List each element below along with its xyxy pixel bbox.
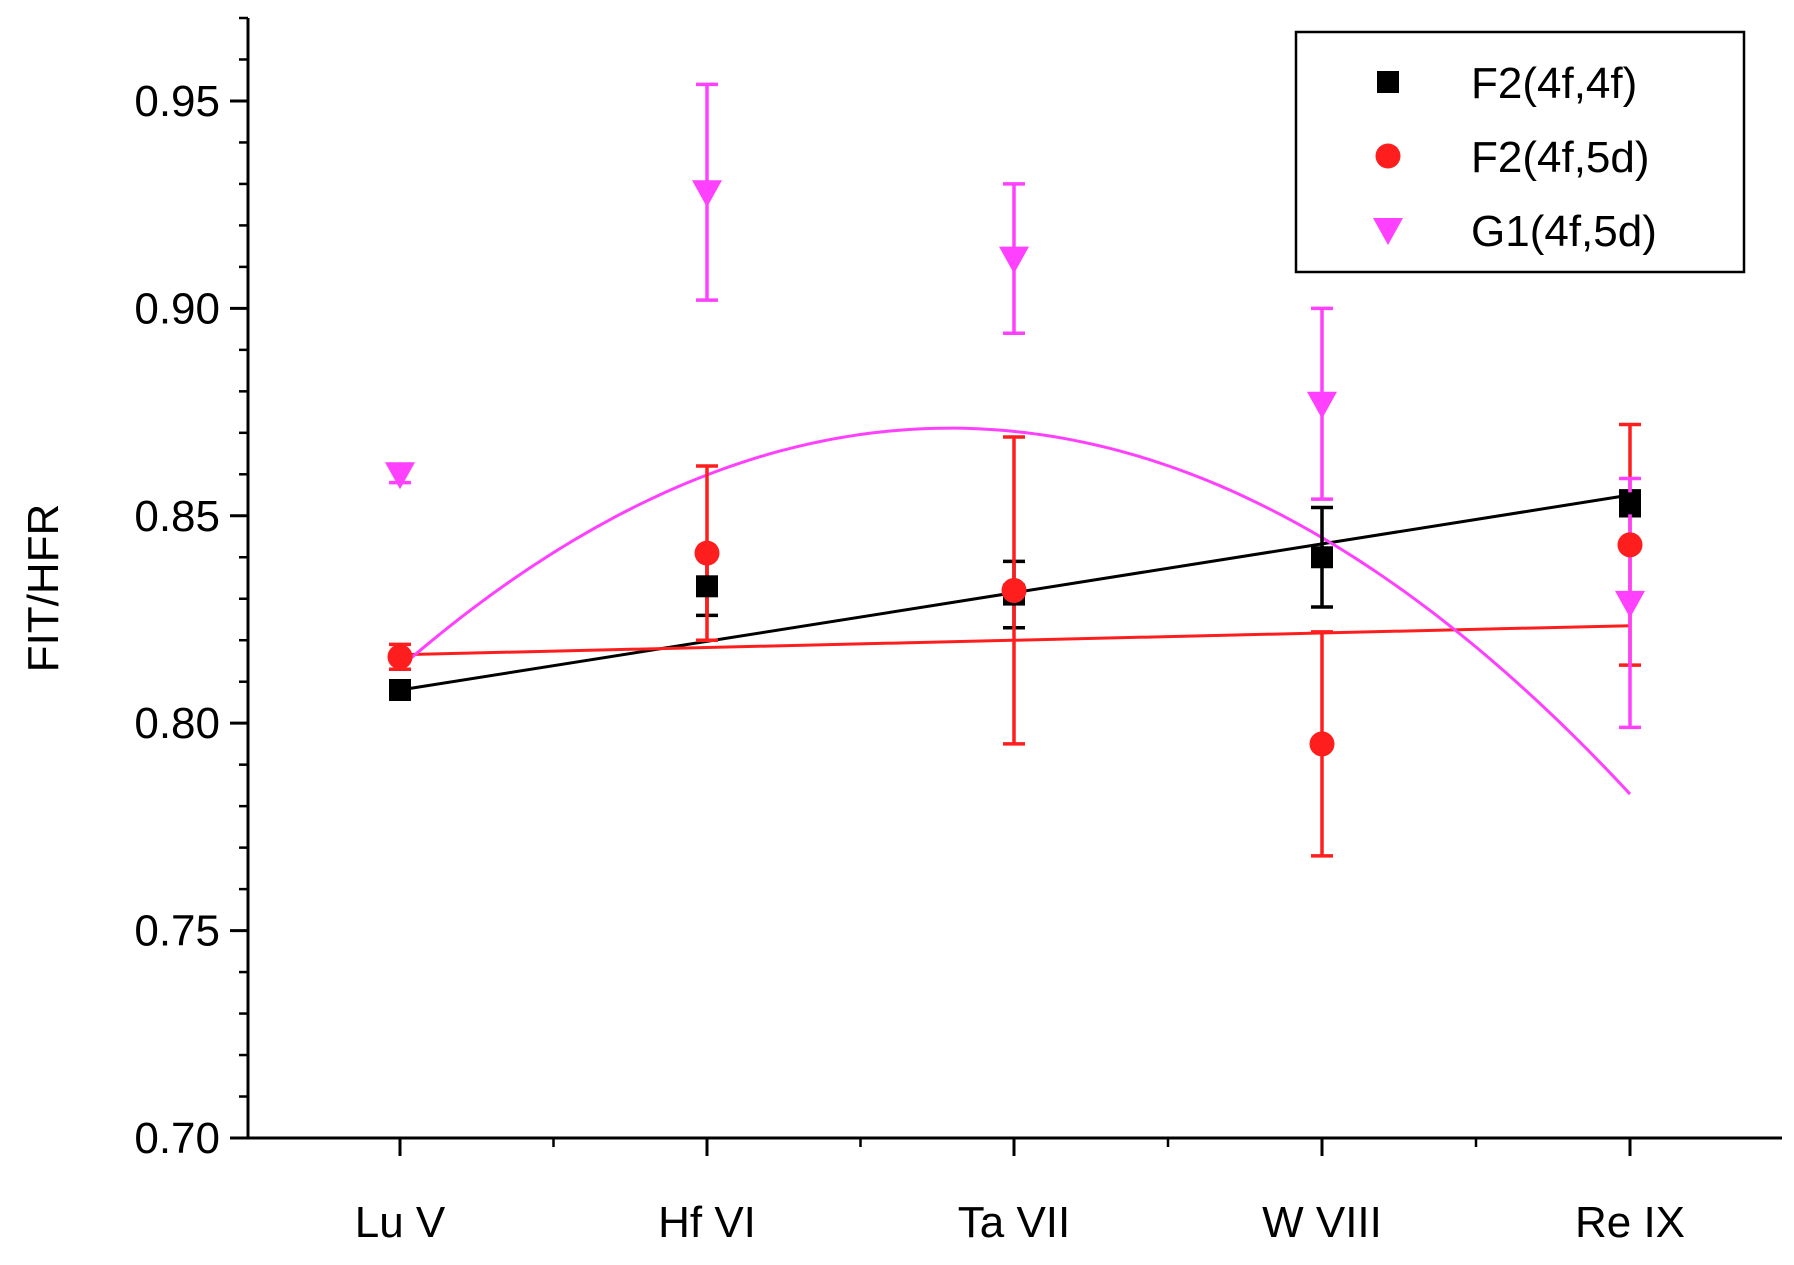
data-point-triangle-down <box>999 246 1029 274</box>
data-point-triangle-down <box>1307 391 1337 419</box>
legend-marker-square <box>1377 71 1399 93</box>
y-tick-label: 0.70 <box>134 1114 220 1163</box>
legend-label: F2(4f,4f) <box>1471 59 1637 108</box>
fit-curve-2 <box>399 426 1632 796</box>
data-point-triangle-down <box>385 462 415 490</box>
y-tick-label: 0.90 <box>134 284 220 333</box>
data-point-triangle-down <box>1615 590 1645 618</box>
data-point-square <box>1311 546 1333 569</box>
y-axis-label: FIT/HFR <box>19 504 68 673</box>
y-tick-label: 0.80 <box>134 699 220 748</box>
legend-box <box>1294 30 1746 274</box>
x-tick-label: Lu V <box>355 1198 446 1247</box>
legend-marker-circle <box>1375 143 1401 169</box>
y-tick-label: 0.85 <box>134 492 220 541</box>
legend-marker-triangle-down <box>1373 218 1403 245</box>
y-tick-label: 0.95 <box>134 77 220 126</box>
data-point-circle <box>1309 731 1335 757</box>
x-tick-label: Ta VII <box>958 1198 1071 1247</box>
y-tick-label: 0.75 <box>134 907 220 956</box>
legend-label: F2(4f,5d) <box>1471 133 1650 182</box>
data-point-circle <box>694 540 720 566</box>
data-point-triangle-down <box>692 180 722 208</box>
legend: F2(4f,4f) F2(4f,5d) G1(4f,5d) <box>1294 30 1746 274</box>
legend-label: G1(4f,5d) <box>1471 207 1657 256</box>
x-tick-label: Re IX <box>1575 1198 1685 1247</box>
data-point-square <box>1619 492 1641 515</box>
data-point-square <box>696 575 718 598</box>
data-points <box>385 180 1645 757</box>
data-point-square <box>389 679 411 701</box>
x-tick-label: W VIII <box>1262 1198 1382 1247</box>
x-tick-label: Hf VI <box>658 1198 756 1247</box>
data-point-circle <box>1001 577 1027 603</box>
data-point-circle <box>1617 532 1643 558</box>
axes: 0.70 0.75 0.80 0.85 0.90 0.95 Lu V Hf VI Ta VII W… <box>19 16 1782 1247</box>
data-point-circle <box>387 644 413 670</box>
